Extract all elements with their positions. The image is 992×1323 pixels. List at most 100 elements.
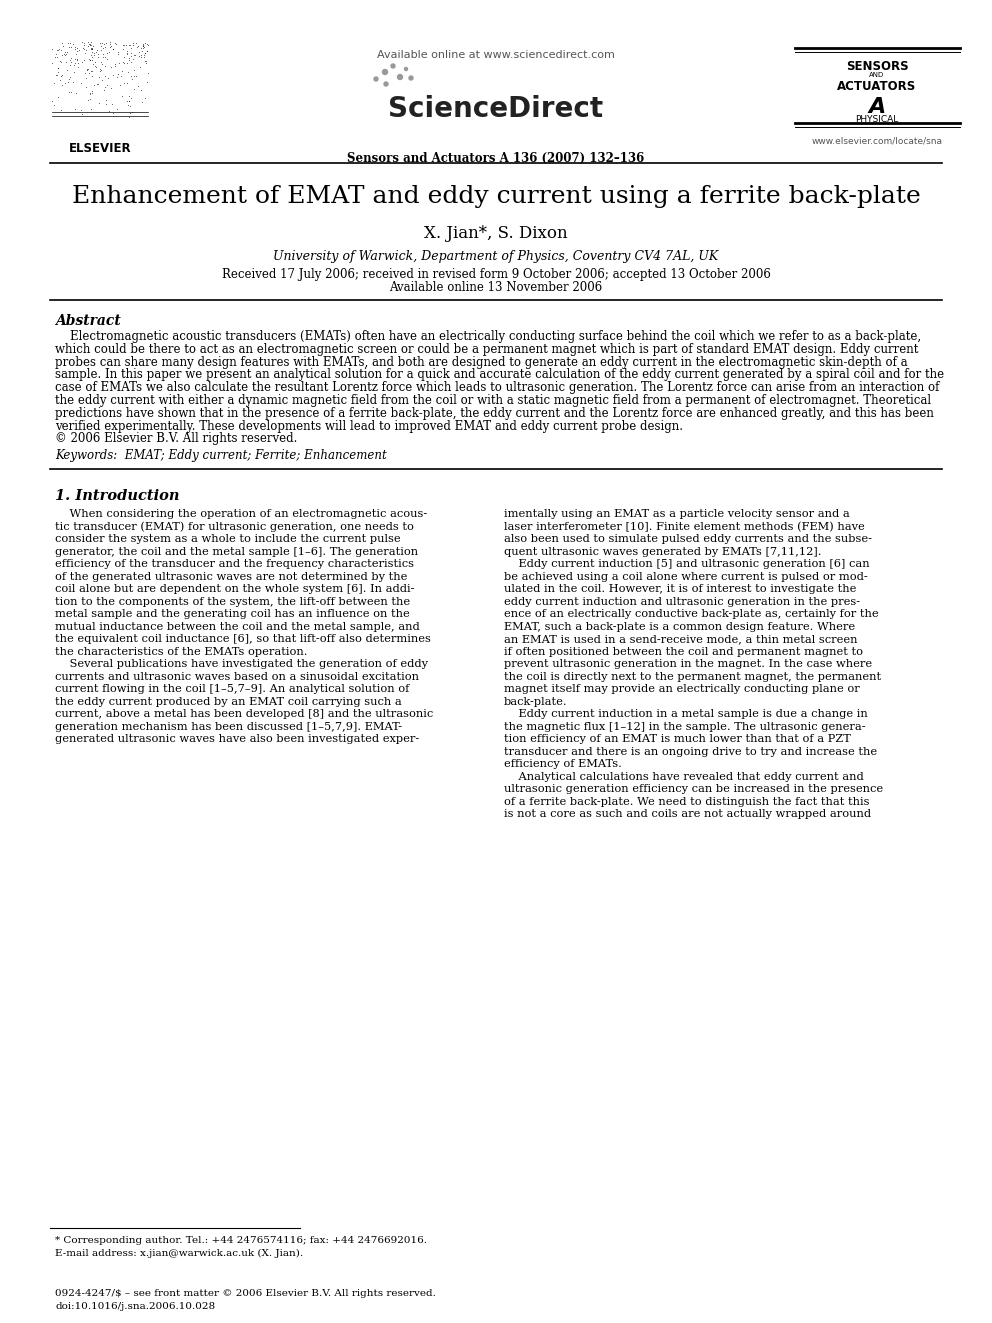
- Point: [62, 54, 78, 75]
- Point: [115, 38, 131, 60]
- Bar: [50, 45, 150, 135]
- Text: Several publications have investigated the generation of eddy: Several publications have investigated t…: [55, 659, 428, 669]
- Point: [76, 38, 92, 60]
- Point: [64, 33, 80, 54]
- Point: [135, 33, 151, 54]
- Point: [62, 52, 78, 73]
- Point: [123, 66, 139, 87]
- Text: current flowing in the coil [1–5,7–9]. An analytical solution of: current flowing in the coil [1–5,7–9]. A…: [55, 684, 410, 695]
- Point: [139, 50, 155, 71]
- Point: [101, 37, 117, 58]
- Text: be achieved using a coil alone where current is pulsed or mod-: be achieved using a coil alone where cur…: [504, 572, 868, 582]
- Point: [71, 38, 87, 60]
- Point: [90, 44, 106, 65]
- Point: [123, 52, 139, 73]
- Text: mutual inductance between the coil and the metal sample, and: mutual inductance between the coil and t…: [55, 622, 420, 631]
- Point: [95, 44, 111, 65]
- Text: ACTUATORS: ACTUATORS: [837, 79, 917, 93]
- Point: [87, 52, 103, 73]
- Point: [83, 50, 99, 71]
- Point: [137, 42, 153, 64]
- Text: Available online at www.sciencedirect.com: Available online at www.sciencedirect.co…: [377, 50, 615, 60]
- Point: [97, 66, 113, 87]
- Text: consider the system as a whole to include the current pulse: consider the system as a whole to includ…: [55, 534, 401, 544]
- Text: tion to the components of the system, the lift-off between the: tion to the components of the system, th…: [55, 597, 410, 607]
- Point: [110, 44, 126, 65]
- Point: [74, 32, 90, 53]
- Point: [73, 73, 89, 94]
- Point: [114, 86, 130, 107]
- Text: 0924-4247/$ – see front matter © 2006 Elsevier B.V. All rights reserved.: 0924-4247/$ – see front matter © 2006 El…: [55, 1289, 435, 1298]
- Point: [54, 40, 69, 61]
- Point: [54, 52, 69, 73]
- Point: [66, 38, 82, 60]
- Point: [86, 42, 102, 64]
- Point: [82, 61, 98, 82]
- Circle shape: [398, 74, 403, 79]
- Point: [91, 93, 107, 114]
- Point: [134, 91, 150, 112]
- Text: ScienceDirect: ScienceDirect: [389, 95, 603, 123]
- Point: [94, 32, 110, 53]
- Point: [54, 32, 69, 53]
- Point: [98, 89, 114, 110]
- Point: [101, 101, 117, 122]
- Point: [77, 67, 93, 89]
- Point: [82, 89, 98, 110]
- Point: [133, 44, 149, 65]
- Text: the eddy current with either a dynamic magnetic field from the coil or with a st: the eddy current with either a dynamic m…: [55, 394, 931, 407]
- Text: an EMAT is used in a send-receive mode, a thin metal screen: an EMAT is used in a send-receive mode, …: [504, 634, 857, 644]
- Point: [49, 65, 64, 86]
- Text: ELSEVIER: ELSEVIER: [68, 142, 131, 155]
- Point: [120, 62, 136, 83]
- Point: [50, 62, 65, 83]
- Text: the magnetic flux [1–12] in the sample. The ultrasonic genera-: the magnetic flux [1–12] in the sample. …: [504, 722, 866, 732]
- Point: [66, 56, 82, 77]
- Point: [82, 82, 98, 103]
- Text: the characteristics of the EMATs operation.: the characteristics of the EMATs operati…: [55, 647, 308, 656]
- Text: metal sample and the generating coil has an influence on the: metal sample and the generating coil has…: [55, 609, 410, 619]
- Point: [130, 36, 146, 57]
- Point: [121, 86, 137, 107]
- Point: [90, 74, 106, 95]
- Point: [54, 66, 69, 87]
- Point: [70, 53, 86, 74]
- Text: probes can share many design features with EMATs, and both are designed to gener: probes can share many design features wi…: [55, 356, 908, 369]
- Text: X. Jian*, S. Dixon: X. Jian*, S. Dixon: [425, 225, 567, 242]
- Point: [119, 90, 135, 111]
- Text: case of EMATs we also calculate the resultant Lorentz force which leads to ultra: case of EMATs we also calculate the resu…: [55, 381, 939, 394]
- Point: [85, 36, 101, 57]
- Point: [112, 74, 128, 95]
- Text: doi:10.1016/j.sna.2006.10.028: doi:10.1016/j.sna.2006.10.028: [55, 1302, 215, 1311]
- Point: [116, 73, 132, 94]
- Text: predictions have shown that in the presence of a ferrite back-plate, the eddy cu: predictions have shown that in the prese…: [55, 406, 933, 419]
- Point: [135, 37, 151, 58]
- Point: [57, 44, 72, 65]
- Point: [63, 37, 79, 58]
- Point: [135, 36, 151, 57]
- Text: generation mechanism has been discussed [1–5,7,9]. EMAT-: generation mechanism has been discussed …: [55, 722, 402, 732]
- Text: is not a core as such and coils are not actually wrapped around: is not a core as such and coils are not …: [504, 810, 871, 819]
- Circle shape: [405, 67, 408, 70]
- Point: [132, 57, 148, 78]
- Point: [92, 58, 108, 79]
- Text: magnet itself may provide an electrically conducting plane or: magnet itself may provide an electricall…: [504, 684, 860, 695]
- Text: currents and ultrasonic waves based on a sinusoidal excitation: currents and ultrasonic waves based on a…: [55, 672, 419, 681]
- Point: [77, 77, 93, 98]
- Point: [68, 49, 84, 70]
- Point: [74, 103, 90, 124]
- Point: [124, 101, 140, 122]
- Point: [99, 49, 115, 70]
- Point: [103, 77, 119, 98]
- Point: [83, 34, 99, 56]
- Point: [76, 33, 92, 54]
- Point: [133, 79, 149, 101]
- Point: [67, 49, 83, 70]
- Text: © 2006 Elsevier B.V. All rights reserved.: © 2006 Elsevier B.V. All rights reserved…: [55, 433, 298, 446]
- Text: EMAT, such a back-plate is a common design feature. Where: EMAT, such a back-plate is a common desi…: [504, 622, 855, 631]
- Point: [94, 70, 110, 91]
- Point: [105, 38, 121, 60]
- Point: [122, 34, 138, 56]
- Text: Enhancement of EMAT and eddy current using a ferrite back-plate: Enhancement of EMAT and eddy current usi…: [71, 185, 921, 208]
- Point: [79, 60, 95, 81]
